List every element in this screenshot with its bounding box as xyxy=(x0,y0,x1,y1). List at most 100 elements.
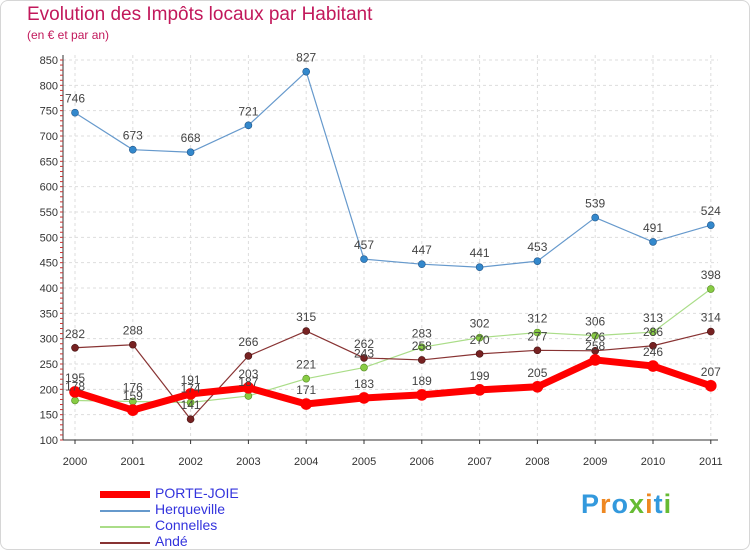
data-point-connelles xyxy=(706,285,715,293)
data-label-portejoie: 189 xyxy=(412,374,432,388)
series-line-portejoie xyxy=(73,356,712,414)
data-label-and: 314 xyxy=(701,311,721,325)
x-tick-label: 2001 xyxy=(121,456,145,468)
data-point-and xyxy=(417,356,426,364)
chart-subtitle: (en € et par an) xyxy=(27,28,110,42)
x-tick-label: 2010 xyxy=(641,456,665,468)
data-point-portejoie xyxy=(415,389,428,401)
data-label-portejoie: 199 xyxy=(470,369,490,383)
data-label-portejoie: 191 xyxy=(181,373,201,387)
data-point-herqueville xyxy=(706,221,715,229)
data-label-and: 277 xyxy=(527,329,547,343)
x-tick-label: 2011 xyxy=(699,456,723,468)
y-tick-label: 450 xyxy=(40,258,58,270)
data-label-portejoie: 205 xyxy=(527,366,547,380)
data-label-and: 276 xyxy=(585,330,605,344)
y-tick-label: 750 xyxy=(40,106,58,118)
data-point-and xyxy=(475,350,484,358)
data-label-connelles: 313 xyxy=(643,311,663,325)
data-point-portejoie xyxy=(647,360,659,372)
x-tick-label: 2000 xyxy=(63,456,87,468)
y-tick-label: 250 xyxy=(40,359,58,371)
data-point-and xyxy=(71,343,79,352)
data-label-connelles: 174 xyxy=(181,382,201,396)
data-point-connelles xyxy=(302,374,311,383)
y-tick-label: 200 xyxy=(40,384,58,396)
legend-label-connelles: Connelles xyxy=(155,517,218,533)
legend-item-herqueville: Herqueville xyxy=(100,501,300,518)
legend-item-and: Andé xyxy=(100,533,300,550)
logo-letter: o xyxy=(611,489,630,519)
data-label-and: 141 xyxy=(181,398,201,412)
data-label-connelles: 243 xyxy=(354,347,374,361)
logo-letter: i xyxy=(663,489,673,519)
data-label-herqueville: 447 xyxy=(412,243,432,257)
x-tick-label: 2009 xyxy=(583,456,607,468)
legend-swatch-portejoie xyxy=(100,491,150,498)
data-point-connelles xyxy=(360,363,368,372)
series-line-herqueville xyxy=(74,71,711,268)
data-point-portejoie xyxy=(242,382,255,394)
series-line-connelles xyxy=(74,288,712,404)
data-point-portejoie xyxy=(358,392,370,404)
logo-letter: i xyxy=(645,489,654,519)
data-point-portejoie xyxy=(704,379,717,392)
data-point-connelles xyxy=(649,328,657,336)
data-label-portejoie: 258 xyxy=(585,339,605,353)
logo-letter: t xyxy=(653,489,664,519)
y-tick-label: 800 xyxy=(40,80,58,92)
data-label-connelles: 306 xyxy=(585,315,605,329)
data-label-portejoie: 203 xyxy=(238,367,258,381)
data-point-portejoie xyxy=(69,386,81,398)
data-point-portejoie xyxy=(473,384,486,396)
y-tick-label: 150 xyxy=(40,410,58,422)
data-point-herqueville xyxy=(649,238,657,246)
data-label-and: 270 xyxy=(470,333,490,347)
data-label-herqueville: 441 xyxy=(470,246,490,260)
legend-label-portejoie: PORTE-JOIE xyxy=(155,485,239,501)
data-point-connelles xyxy=(475,333,484,342)
data-point-and xyxy=(706,327,715,336)
proxiti-logo: Proxiti xyxy=(581,489,672,520)
logo-letter: P xyxy=(581,489,601,519)
data-label-herqueville: 457 xyxy=(354,238,374,252)
data-label-portejoie: 183 xyxy=(354,377,374,391)
data-label-connelles: 312 xyxy=(527,312,547,326)
data-label-portejoie: 207 xyxy=(701,365,721,379)
data-label-and: 282 xyxy=(65,327,85,341)
y-tick-label: 300 xyxy=(40,334,58,346)
data-point-portejoie xyxy=(127,404,139,416)
data-point-herqueville xyxy=(244,121,253,130)
y-tick-label: 700 xyxy=(40,131,58,143)
data-point-connelles xyxy=(417,343,426,352)
data-label-herqueville: 827 xyxy=(296,51,316,65)
y-tick-label: 100 xyxy=(40,435,58,447)
legend-item-connelles: Connelles xyxy=(100,517,300,534)
legend-item-portejoie: PORTE-JOIE xyxy=(100,485,300,502)
x-tick-label: 2007 xyxy=(467,456,491,468)
data-label-connelles: 176 xyxy=(123,380,143,394)
data-label-connelles: 302 xyxy=(470,317,490,331)
x-tick-label: 2008 xyxy=(525,456,549,468)
data-label-portejoie: 195 xyxy=(65,371,85,385)
data-point-and xyxy=(244,352,253,360)
legend-label-herqueville: Herqueville xyxy=(155,501,226,517)
data-point-herqueville xyxy=(417,260,426,268)
data-label-herqueville: 524 xyxy=(701,204,721,218)
x-tick-label: 2003 xyxy=(236,456,260,468)
y-tick-label: 650 xyxy=(40,156,58,168)
legend-label-and: Andé xyxy=(155,533,188,549)
data-label-herqueville: 721 xyxy=(238,104,258,118)
x-tick-label: 2002 xyxy=(178,456,202,468)
data-label-herqueville: 539 xyxy=(585,197,605,211)
legend-swatch-and xyxy=(100,542,150,544)
data-point-and xyxy=(186,415,195,424)
y-tick-label: 500 xyxy=(40,232,58,244)
data-label-and: 286 xyxy=(643,325,663,339)
data-label-connelles: 178 xyxy=(65,379,85,393)
data-label-connelles: 283 xyxy=(412,326,432,340)
data-point-connelles xyxy=(591,331,600,340)
data-point-and xyxy=(649,341,657,350)
data-point-herqueville xyxy=(533,257,542,265)
